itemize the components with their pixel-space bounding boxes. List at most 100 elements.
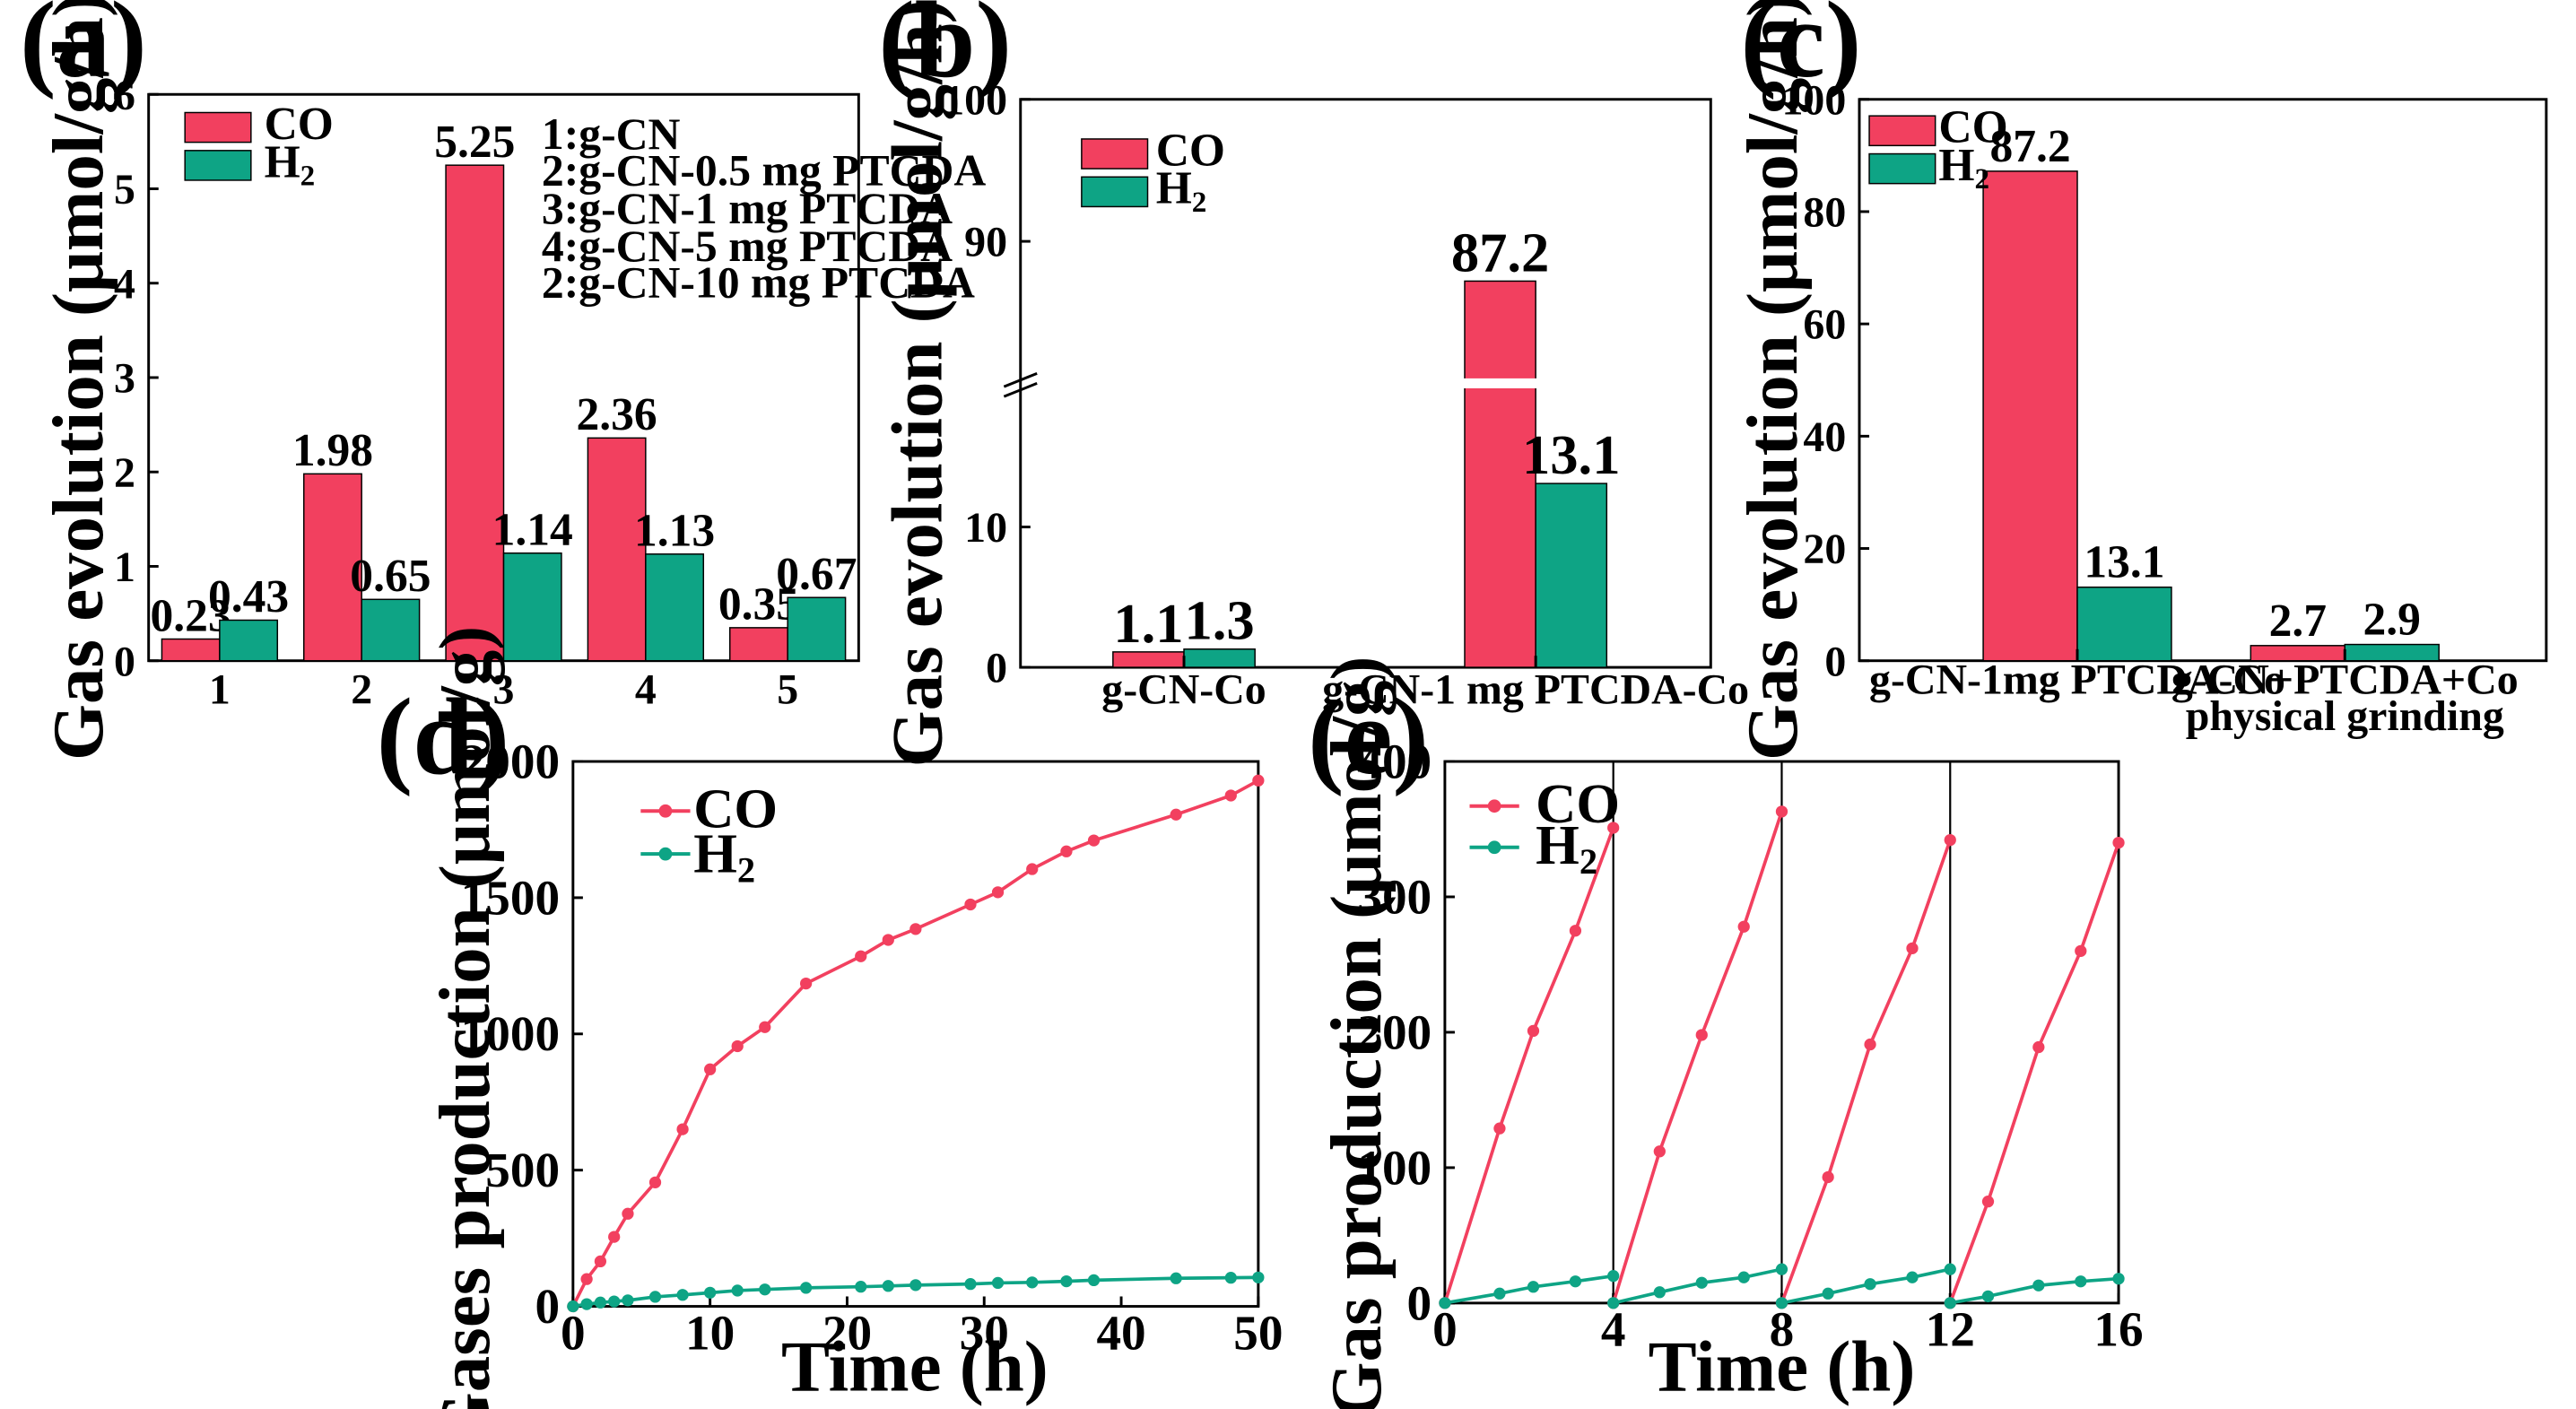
panel-d-frame — [571, 760, 1260, 1309]
e-ytick-label: 0 — [1407, 1275, 1432, 1330]
legend-h2-label: H2 — [693, 822, 755, 890]
d-point-h2 — [1170, 1272, 1182, 1284]
e-point-co — [2112, 836, 2125, 849]
legend-h2-label: H2 — [265, 136, 316, 192]
panel-e-legend: CO H2 — [1469, 772, 1620, 882]
a-data-label-co: 0.23 — [151, 590, 231, 641]
a-data-label-co: 0.35 — [718, 579, 799, 631]
panel-e-ylabel: Gas production (μmol/g) — [1316, 656, 1397, 1409]
d-point-h2 — [622, 1294, 634, 1307]
e-point-h2 — [1981, 1290, 1995, 1302]
e-point-co — [1737, 920, 1750, 933]
a-bar-co — [587, 437, 647, 662]
c-data-label-h2: 13.1 — [2084, 537, 2164, 588]
e-point-co — [2032, 1040, 2045, 1054]
d-point-h2 — [909, 1279, 922, 1292]
e-point-h2 — [1695, 1276, 1708, 1289]
e-point-h2 — [1944, 1263, 1956, 1275]
d-point-h2 — [567, 1300, 579, 1313]
panel-d-label: (d) — [377, 677, 510, 797]
a-data-label-co: 1.98 — [292, 425, 373, 476]
e-xtick-label: 12 — [1926, 1302, 1975, 1357]
e-point-h2 — [1822, 1287, 1834, 1300]
panel-e-xlabel: Time (h) — [1649, 1326, 1916, 1406]
b-ytick-label: 0 — [986, 645, 1007, 692]
d-xtick-label: 50 — [1233, 1305, 1283, 1360]
legend-co-swatch — [184, 111, 252, 144]
panel-c-ylabel: Gas evolution (μmol/g/h) — [1732, 0, 1813, 761]
d-point-h2 — [855, 1281, 867, 1293]
a-data-label-h2: 1.13 — [634, 506, 715, 557]
e-point-co — [1822, 1170, 1834, 1184]
panel-b-frame — [1019, 98, 1712, 669]
c-ytick-label: 0 — [1824, 638, 1846, 685]
d-series-line-co — [571, 778, 1259, 1308]
d-point-co — [1252, 774, 1265, 787]
e-point-co — [1493, 1122, 1506, 1135]
panel-c-xlabels: g-CN-1mg PTCDA-Co g-CN+PTCDA+Co physical… — [1869, 648, 2519, 740]
b-data-label-co: 87.2 — [1451, 221, 1550, 283]
d-point-co — [964, 898, 977, 911]
a-xtick-label: 5 — [777, 666, 798, 714]
d-point-co — [580, 1273, 593, 1285]
axis-break-mark-2 — [1003, 382, 1038, 398]
d-point-co — [1060, 845, 1073, 857]
d-point-co — [855, 950, 867, 962]
a-bar-h2 — [787, 596, 847, 662]
c-ytick-label: 40 — [1803, 413, 1846, 461]
d-point-co — [704, 1063, 717, 1075]
d-ytick-label: 1500 — [461, 870, 560, 925]
panel-e: (e) Gas production (μmol/g) Time (h) 0 4 8… — [1308, 656, 2144, 1409]
e-point-co — [1607, 822, 1620, 834]
legend-co-label: CO — [265, 99, 334, 150]
c-data-label-h2: 2.9 — [2363, 595, 2421, 646]
d-point-h2 — [1060, 1274, 1073, 1288]
d-point-co — [1026, 863, 1039, 875]
a-ytick-label: 4 — [114, 260, 135, 308]
d-point-co — [676, 1123, 689, 1135]
d-point-co — [991, 886, 1005, 899]
c-data-label-co: 2.7 — [2269, 596, 2327, 647]
c-xtick-2-sub: physical grinding — [2186, 692, 2504, 740]
c-bar-h2 — [2076, 586, 2172, 662]
d-point-h2 — [648, 1291, 662, 1303]
a-bar-co — [445, 164, 505, 662]
b-data-label-h2: 1.3 — [1184, 589, 1254, 652]
e-series-line-co — [1443, 827, 1615, 1304]
panel-b-label: (b) — [878, 0, 1011, 100]
d-point-h2 — [608, 1295, 621, 1308]
a-data-label-co: 2.36 — [577, 389, 657, 440]
a-bar-co — [728, 627, 788, 662]
e-point-h2 — [2075, 1275, 2087, 1288]
b-bar-break-gap — [1463, 378, 1537, 388]
legend-h2-marker — [1487, 840, 1501, 855]
d-point-co — [1224, 789, 1237, 802]
a-data-label-h2: 0.65 — [350, 551, 431, 602]
panel-a: (a) Gas evolution (μmol/g/h) 0 1 2 3 4 5 6 1 2 3… — [20, 0, 986, 761]
d-point-h2 — [676, 1289, 689, 1301]
a-data-label-co: 5.25 — [434, 117, 515, 168]
e-point-h2 — [2112, 1273, 2125, 1285]
note-1: 1:g-CN — [542, 109, 681, 159]
note-4: 4:g-CN-5 mg PTCDA — [542, 222, 953, 271]
d-point-co — [622, 1207, 634, 1220]
e-point-h2 — [1775, 1297, 1788, 1309]
c-xtick-1: g-CN-1mg PTCDA-Co — [1869, 657, 2285, 704]
e-point-h2 — [1607, 1270, 1620, 1283]
panel-e-label: (e) — [1308, 677, 1429, 797]
e-point-h2 — [1775, 1263, 1788, 1275]
legend-co-label: CO — [1938, 102, 2007, 153]
d-point-co — [1087, 834, 1101, 847]
a-xtick-label: 1 — [209, 666, 231, 714]
b-ytick-label: 10 — [964, 504, 1007, 552]
legend-h2-label: H2 — [1938, 140, 1989, 196]
e-point-h2 — [1944, 1297, 1956, 1309]
legend-co-swatch — [1868, 115, 1936, 147]
a-xtick-label: 2 — [351, 666, 372, 714]
legend-h2-label: H2 — [1536, 813, 1597, 882]
d-point-h2 — [580, 1298, 593, 1310]
e-ytick-label: 300 — [1357, 869, 1432, 924]
panel-d: (d) Gases production (μmol/g) Time (h) 0… — [377, 626, 1284, 1409]
panel-c-legend: CO H2 — [1868, 102, 2008, 196]
